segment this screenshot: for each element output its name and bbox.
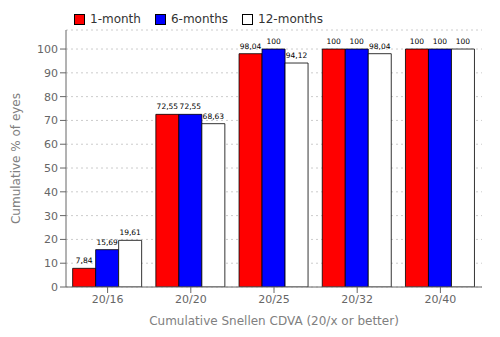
svg-text:98,04: 98,04 bbox=[369, 42, 391, 51]
svg-text:100: 100 bbox=[410, 37, 425, 46]
svg-text:50: 50 bbox=[44, 162, 58, 175]
svg-text:20/20: 20/20 bbox=[175, 293, 207, 306]
svg-text:70: 70 bbox=[44, 114, 58, 127]
svg-text:90: 90 bbox=[44, 67, 58, 80]
svg-text:80: 80 bbox=[44, 91, 58, 104]
svg-text:Cumulative Snellen CDVA (20/x: Cumulative Snellen CDVA (20/x or better) bbox=[149, 314, 399, 328]
svg-text:68,63: 68,63 bbox=[203, 112, 225, 121]
svg-text:100: 100 bbox=[266, 37, 281, 46]
svg-text:7,84: 7,84 bbox=[76, 256, 93, 265]
svg-text:72,55: 72,55 bbox=[157, 102, 179, 111]
svg-text:94,12: 94,12 bbox=[286, 51, 308, 60]
svg-text:60: 60 bbox=[44, 138, 58, 151]
svg-text:20/16: 20/16 bbox=[92, 293, 124, 306]
svg-text:30: 30 bbox=[44, 210, 58, 223]
svg-text:20/25: 20/25 bbox=[258, 293, 290, 306]
svg-text:20/40: 20/40 bbox=[425, 293, 457, 306]
html-text:6-months: 6-months bbox=[170, 12, 229, 26]
svg-text:Cumulative % of eyes: Cumulative % of eyes bbox=[9, 93, 23, 224]
svg-text:100: 100 bbox=[433, 37, 448, 46]
html-text:1-month: 1-month bbox=[90, 12, 141, 26]
svg-text:40: 40 bbox=[44, 186, 58, 199]
svg-text:19,61: 19,61 bbox=[119, 228, 141, 237]
svg-text:10: 10 bbox=[44, 257, 58, 270]
svg-text:20: 20 bbox=[44, 233, 58, 246]
svg-text:72,55: 72,55 bbox=[180, 102, 202, 111]
svg-text:100: 100 bbox=[350, 37, 365, 46]
svg-text:100: 100 bbox=[456, 37, 471, 46]
svg-text:15,69: 15,69 bbox=[96, 238, 118, 247]
svg-text:100: 100 bbox=[327, 37, 342, 46]
svg-text:0: 0 bbox=[51, 281, 58, 294]
svg-text:20/32: 20/32 bbox=[341, 293, 373, 306]
svg-text:98,04: 98,04 bbox=[240, 42, 262, 51]
svg-text:100: 100 bbox=[37, 43, 58, 56]
html-text:12-months: 12-months bbox=[258, 12, 323, 26]
